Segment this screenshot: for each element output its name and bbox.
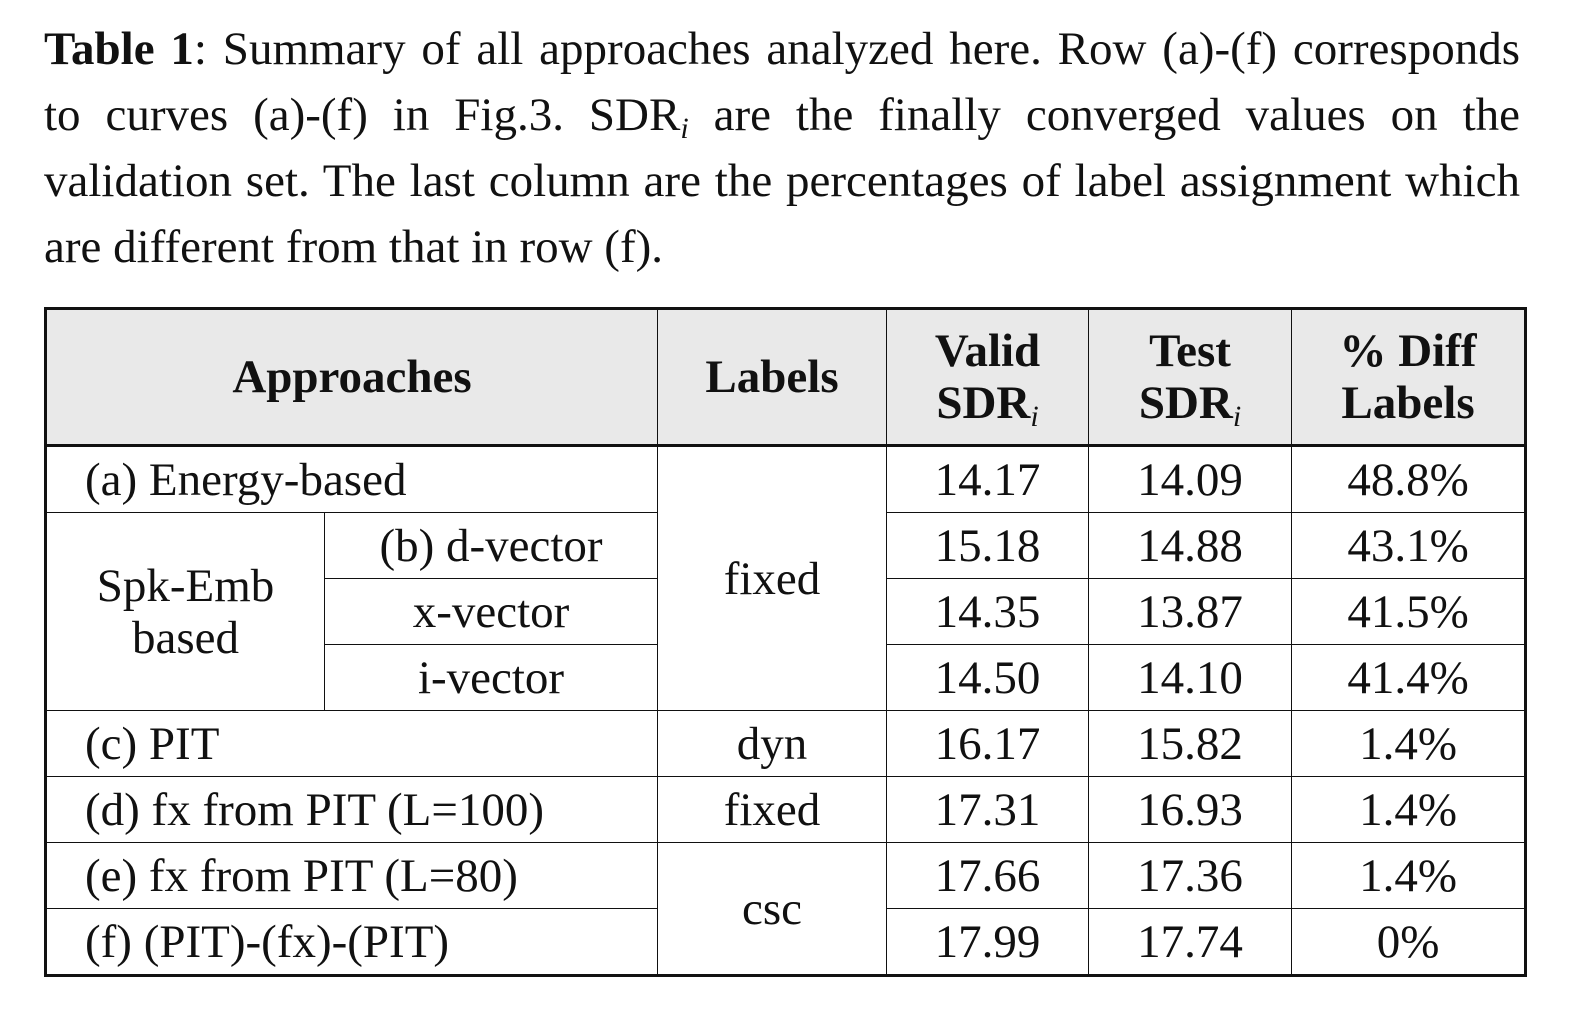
valid-cell: 15.18 (886, 512, 1090, 579)
approach-cell: (d) fx from PIT (L=100) (44, 776, 659, 843)
approach-cell: (b) d-vector (323, 512, 659, 579)
label-cell: dyn (657, 710, 888, 777)
header-row: Approaches Labels Valid SDRi Test SDRi % D… (44, 308, 1527, 447)
caption-label: Table 1 (44, 23, 194, 75)
label-cell: csc (657, 842, 888, 976)
header-text: Labels (1341, 377, 1475, 429)
test-cell: 15.82 (1088, 710, 1293, 777)
results-table: Approaches Labels Valid SDRi Test SDRi % D… (44, 307, 1528, 977)
header-subscript: i (1030, 400, 1039, 433)
test-cell: 17.36 (1088, 842, 1293, 909)
header-cell: Approaches (44, 308, 659, 447)
header-text: % Diff (1339, 325, 1477, 377)
table-row: (d) fx from PIT (L=100) fixed 17.31 16.9… (44, 776, 1527, 843)
label-cell: fixed (657, 445, 888, 711)
valid-cell: 17.31 (886, 776, 1090, 843)
test-cell: 14.09 (1088, 445, 1293, 513)
valid-cell: 16.17 (886, 710, 1090, 777)
diff-cell: 41.5% (1291, 578, 1527, 645)
diff-cell: 41.4% (1291, 644, 1527, 711)
header-text: Valid (934, 325, 1041, 377)
test-cell: 14.88 (1088, 512, 1293, 579)
caption-text: : Summary of all approaches analyzed her… (44, 23, 1520, 141)
table-row: (e) fx from PIT (L=80) csc 17.66 17.36 1… (44, 842, 1527, 976)
table-row: i-vector 14.50 14.10 41.4% (46, 644, 1527, 711)
group-cell: Spk-Emb based (45, 512, 325, 711)
table-row: (a) Energy-based fixed 14.17 14.09 48.8% (44, 445, 1527, 711)
header-cell: Labels (657, 308, 888, 447)
diff-cell: 1.4% (1291, 842, 1527, 909)
header-subscript: i (1232, 400, 1242, 433)
table-row: x-vector 14.35 13.87 41.5% (46, 578, 1527, 645)
diff-cell: 43.1% (1291, 512, 1527, 579)
diff-cell: 48.8% (1291, 445, 1527, 513)
approach-cell: (c) PIT (44, 710, 659, 777)
valid-cell: 14.17 (886, 445, 1090, 513)
valid-cell: 14.50 (886, 644, 1090, 711)
header-cell: Valid SDRi (886, 308, 1090, 447)
approach-cell: x-vector (323, 578, 659, 645)
header-text: SDR (1138, 377, 1233, 429)
diff-cell: 1.4% (1291, 710, 1527, 777)
diff-cell: 0% (1291, 908, 1527, 976)
table-caption: Table 1: Summary of all approaches analy… (44, 16, 1520, 280)
test-cell: 14.10 (1088, 644, 1293, 711)
test-cell: 13.87 (1088, 578, 1293, 645)
caption-text: are the finally converged values on the … (44, 89, 1520, 273)
test-cell: 17.74 (1088, 908, 1293, 976)
header-cell: Test SDRi (1088, 308, 1293, 447)
approach-cell: (f) (PIT)-(fx)-(PIT) (44, 908, 659, 976)
caption-subscript: i (680, 112, 689, 145)
valid-cell: 14.35 (886, 578, 1090, 645)
header-cell: % Diff Labels (1291, 308, 1527, 447)
table-row: (f) (PIT)-(fx)-(PIT) 17.99 17.74 0% (44, 908, 1527, 976)
test-cell: 16.93 (1088, 776, 1293, 843)
header-text: Test (1149, 325, 1231, 377)
header-text: SDR (936, 377, 1031, 429)
label-cell: fixed (657, 776, 888, 843)
valid-cell: 17.66 (886, 842, 1090, 909)
diff-cell: 1.4% (1291, 776, 1527, 843)
approach-cell: i-vector (323, 644, 659, 711)
approach-cell: (a) Energy-based (44, 445, 659, 513)
valid-cell: 17.99 (886, 908, 1090, 976)
table-row: Spk-Emb based (b) d-vector 15.18 14.88 4… (45, 512, 1527, 711)
table-row: (c) PIT dyn 16.17 15.82 1.4% (44, 710, 1527, 777)
approach-cell: (e) fx from PIT (L=80) (44, 842, 659, 909)
